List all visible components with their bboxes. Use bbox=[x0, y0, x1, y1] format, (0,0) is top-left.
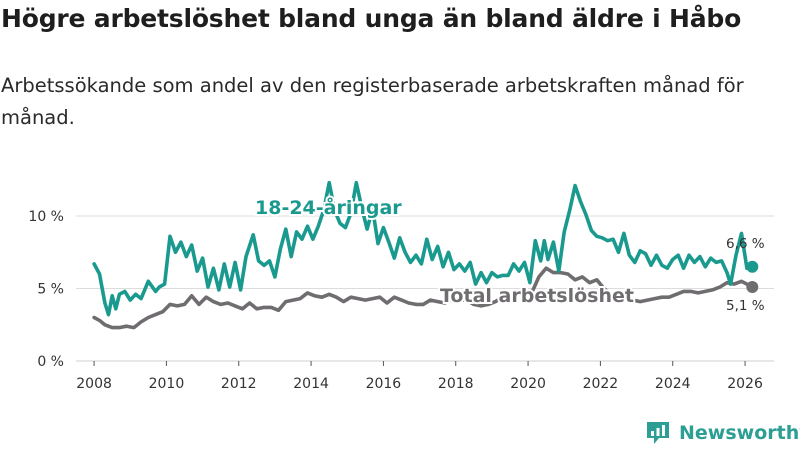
series-line-0 bbox=[92, 180, 755, 317]
series-lines bbox=[92, 180, 759, 330]
series-label-total: Total arbetslöshet bbox=[440, 285, 634, 307]
x-tick-label: 2010 bbox=[149, 376, 185, 392]
end-value-total: 5,1 % bbox=[726, 298, 765, 314]
newsworthy-logo-icon bbox=[647, 422, 669, 444]
y-tick-label: 0 % bbox=[37, 354, 64, 370]
x-tick-label: 2012 bbox=[221, 376, 257, 392]
series-label-youth: 18-24-åringar bbox=[255, 195, 402, 219]
chart-subtitle: Arbetssökande som andel av den registerb… bbox=[1, 74, 744, 129]
x-tick-label: 2026 bbox=[727, 376, 763, 392]
y-tick-label: 10 % bbox=[28, 209, 64, 225]
x-tick-label: 2018 bbox=[438, 376, 474, 392]
x-tick-label: 2008 bbox=[76, 376, 112, 392]
series-end-dot-0 bbox=[746, 260, 759, 273]
x-tick-label: 2014 bbox=[293, 376, 329, 392]
chart-title: Högre arbetslöshet bland unga än bland ä… bbox=[1, 4, 742, 33]
series-labels: 18-24-åringar Total arbetslöshet 6,6 % 5,1 … bbox=[253, 193, 765, 314]
series-end-dot-1 bbox=[746, 281, 759, 294]
x-tick-label: 2016 bbox=[366, 376, 402, 392]
end-value-youth: 6,6 % bbox=[726, 236, 765, 252]
y-axis: 0 % 5 % 10 % bbox=[28, 209, 64, 370]
brand-name: Newsworthy bbox=[679, 422, 800, 444]
series-line-1 bbox=[92, 266, 755, 330]
grid-lines bbox=[76, 215, 774, 362]
y-tick-label: 5 % bbox=[37, 282, 64, 298]
x-tick-label: 2022 bbox=[583, 376, 619, 392]
x-tick-label: 2020 bbox=[510, 376, 546, 392]
brand-logo[interactable]: Newsworthy bbox=[644, 419, 800, 447]
x-axis: 2008 2010 2012 2014 2016 2018 2020 2022 2024 2026 bbox=[76, 361, 763, 392]
x-tick-label: 2024 bbox=[655, 376, 691, 392]
